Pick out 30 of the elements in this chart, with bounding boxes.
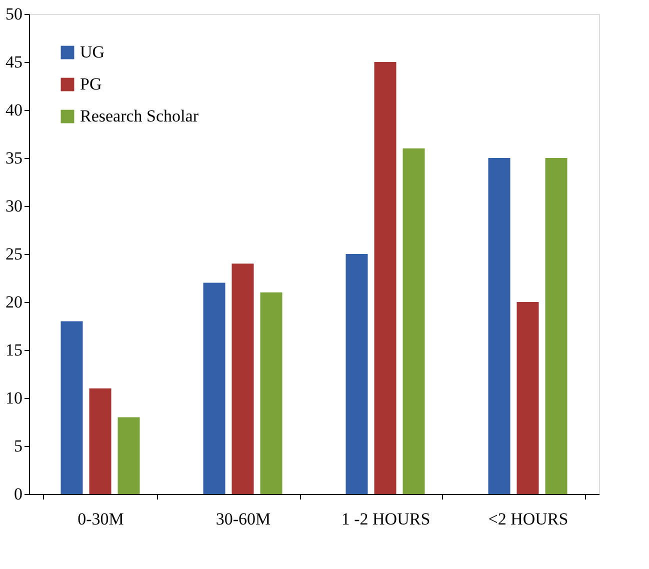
y-tick-label: 15	[6, 340, 22, 360]
bar	[118, 417, 140, 494]
bar	[232, 264, 254, 494]
y-tick-label: 30	[6, 196, 22, 216]
bar	[516, 302, 539, 494]
x-tick-label: <2 HOURS	[488, 510, 568, 528]
y-tick-label: 50	[6, 4, 22, 24]
bar	[60, 321, 83, 494]
x-tick-label: 0-30M	[78, 510, 124, 528]
y-tick-label: 0	[14, 484, 22, 504]
x-tick-label: 30-60M	[216, 510, 271, 528]
x-tick-label: 1 -2 HOURS	[341, 510, 430, 528]
bar	[89, 388, 112, 494]
y-tick-label: 5	[14, 436, 22, 456]
y-tick-label: 35	[6, 148, 22, 168]
bar	[203, 282, 226, 494]
bar	[374, 62, 396, 494]
legend-label: Research Scholar	[80, 106, 199, 126]
bar	[488, 158, 510, 494]
bar	[545, 158, 568, 494]
y-tick-label: 20	[6, 292, 22, 312]
y-tick-label: 10	[6, 388, 22, 408]
y-tick-label: 25	[6, 244, 22, 264]
y-tick-label: 45	[6, 52, 22, 72]
bar	[346, 254, 368, 494]
legend-label: PG	[80, 74, 102, 94]
bar	[260, 292, 282, 494]
legend-label: UG	[80, 42, 105, 62]
bar	[402, 148, 425, 494]
y-tick-label: 40	[6, 100, 22, 120]
